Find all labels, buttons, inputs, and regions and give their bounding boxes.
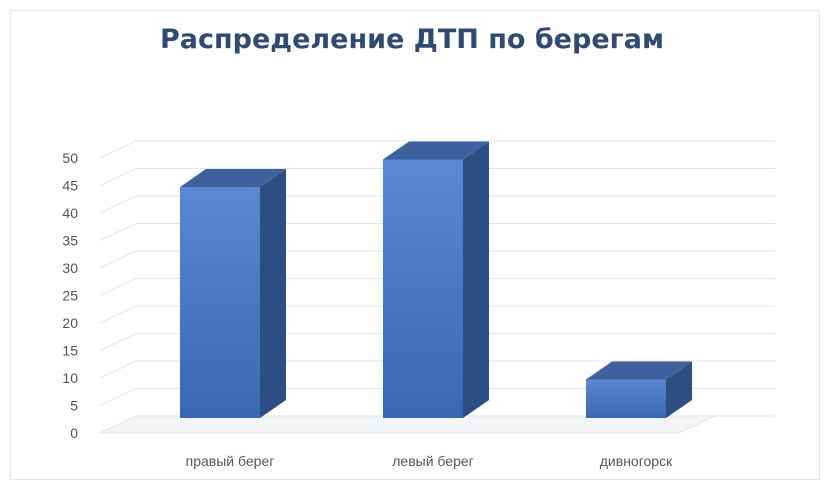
gridline-side <box>99 278 137 296</box>
gridline-side <box>99 388 137 406</box>
y-tick-label: 25 <box>62 288 78 304</box>
gridline-side <box>99 223 137 241</box>
bar-side <box>260 169 286 418</box>
bar <box>586 379 666 418</box>
gridline-side <box>99 195 137 214</box>
y-tick-label: 50 <box>62 150 78 166</box>
bar-top <box>383 141 489 160</box>
bar <box>180 187 260 418</box>
gridline-side <box>99 360 137 379</box>
y-tick-label: 20 <box>62 315 78 331</box>
gridline-side <box>99 140 137 159</box>
bar-side <box>666 361 692 418</box>
gridline-side <box>99 333 137 351</box>
y-tick-label: 30 <box>62 260 78 276</box>
bar-side <box>463 141 489 418</box>
bar-top <box>586 361 692 380</box>
y-tick-label: 35 <box>62 233 78 249</box>
bar-top <box>180 169 286 187</box>
y-tick-label: 15 <box>62 343 78 359</box>
gridline-side <box>99 250 137 269</box>
chart-floor <box>99 415 716 434</box>
y-tick-label: 40 <box>62 205 78 221</box>
y-tick-label: 5 <box>70 398 78 414</box>
gridline-side <box>99 168 137 186</box>
y-tick-label: 0 <box>70 425 78 441</box>
chart-title: Распределение ДТП по берегам <box>159 24 665 55</box>
gridline-side <box>99 305 137 324</box>
x-tick-label: дивногорск <box>600 453 673 469</box>
y-tick-label: 45 <box>62 178 78 194</box>
y-tick-label: 10 <box>62 370 78 386</box>
bar <box>383 159 463 418</box>
x-tick-label: левый берег <box>392 453 474 469</box>
x-tick-label: правый берег <box>186 453 275 469</box>
